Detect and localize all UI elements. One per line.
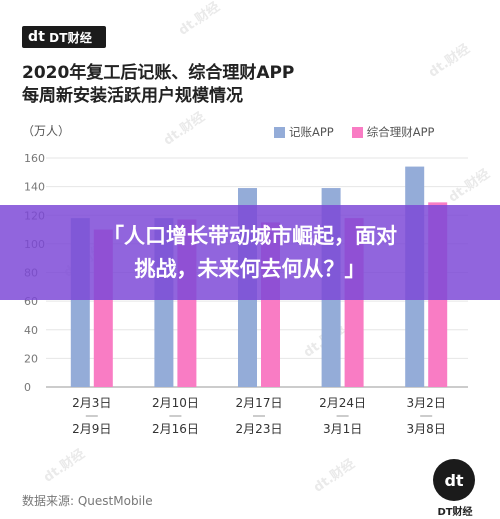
banner-line2: 挑战，未来何去何从？」	[134, 256, 366, 281]
y-tick-label: 0	[24, 381, 31, 394]
brand-logo-text: DT财经	[49, 30, 93, 45]
y-axis-unit-label: （万人）	[22, 124, 71, 138]
brand-logo-mark: dt	[28, 29, 46, 45]
chart-legend: 记账APP 综合理财APP	[274, 124, 447, 140]
y-tick-label: 20	[24, 352, 38, 365]
banner-line1: 「人口增长带动城市崛起，面对	[103, 223, 397, 248]
y-tick-label: 160	[24, 152, 45, 165]
x-tick-label-start: 3月2日	[407, 396, 446, 410]
x-tick-label-end: 2月16日	[152, 422, 199, 436]
x-tick-label-end: 3月1日	[323, 422, 362, 436]
brand-logo: dt DT财经	[22, 26, 106, 48]
x-tick-label-start: 2月10日	[152, 396, 199, 410]
x-tick-label-start: 2月17日	[236, 396, 283, 410]
banner-text: 「人口增长带动城市崛起，面对 挑战，未来何去何从？」	[30, 220, 470, 286]
x-tick-label-start: 2月3日	[72, 396, 111, 410]
y-tick-label: 40	[24, 324, 38, 337]
legend-item-series2: 综合理财APP	[351, 124, 435, 140]
x-tick-label-end: 2月9日	[72, 422, 111, 436]
legend-label-series2: 综合理财APP	[366, 125, 435, 139]
corner-logo-text: DT财经	[437, 507, 473, 518]
legend-item-series1: 记账APP	[274, 124, 334, 140]
x-tick-label-end: 2月23日	[236, 422, 283, 436]
chart-title-line1: 2020年复工后记账、综合理财APP	[22, 63, 295, 83]
y-tick-label: 140	[24, 181, 45, 194]
legend-label-series1: 记账APP	[289, 125, 334, 139]
data-source-note: 数据来源: QuestMobile	[22, 494, 153, 508]
headline-banner: 「人口增长带动城市崛起，面对 挑战，未来何去何从？」	[0, 205, 500, 300]
chart-title-line2: 每周新安装活跃用户规模情况	[22, 86, 243, 106]
corner-logo: dt	[433, 459, 475, 501]
legend-swatch-series2	[351, 126, 363, 138]
x-tick-label-start: 2月24日	[319, 396, 366, 410]
x-tick-label-end: 3月8日	[407, 422, 446, 436]
legend-swatch-series1	[274, 126, 285, 138]
chart-title: 2020年复工后记账、综合理财APP 每周新安装活跃用户规模情况	[22, 62, 382, 108]
